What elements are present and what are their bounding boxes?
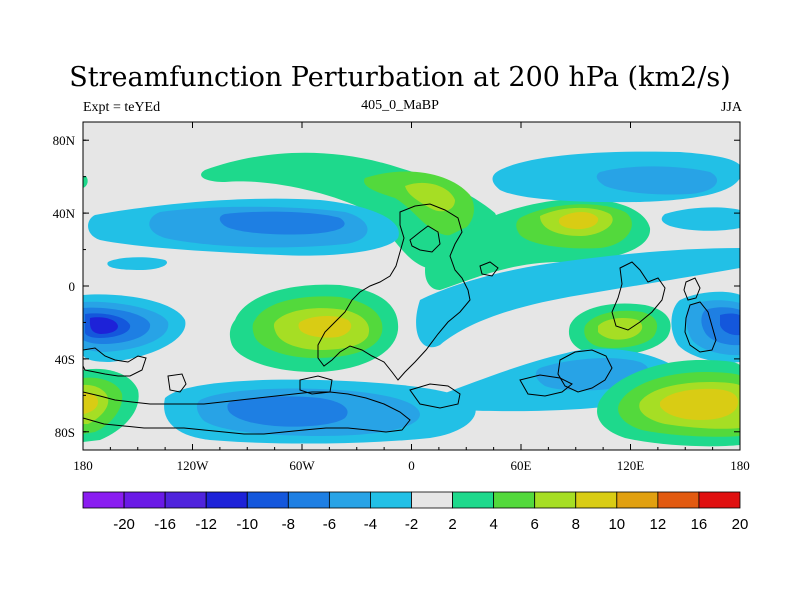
- colorbar-swatch: [123, 491, 166, 509]
- colorbar: -20 -16 -12 -10 -8 -6 -4 -2 2 4 6 8 10 12 16 20: [82, 491, 749, 533]
- colorbar-label: 8: [572, 516, 580, 533]
- colorbar-swatch: [657, 491, 700, 509]
- colorbar-swatch: [452, 491, 495, 509]
- colorbar-label: 6: [531, 516, 539, 533]
- colorbar-swatch: [698, 491, 741, 509]
- colorbar-swatch: [328, 491, 371, 509]
- colorbar-swatch: [164, 491, 207, 509]
- x-tick-label: 0: [408, 458, 415, 473]
- contour-nh-jet-wave-core: [364, 171, 474, 236]
- colorbar-label: 4: [489, 516, 497, 533]
- contour-se-pacific-low-peak: [720, 313, 740, 336]
- coastline-segment: [557, 349, 613, 393]
- colorbar-label: 10: [608, 516, 625, 533]
- colorbar-label: -8: [282, 516, 295, 533]
- contour-southern-ocean-high-peak: [660, 388, 738, 420]
- x-tick-label: 120W: [177, 458, 210, 473]
- chart-title: Streamfunction Perturbation at 200 hPa (…: [69, 62, 731, 93]
- contour-small-cyan-streak-a: [107, 257, 168, 270]
- contour-asia-high-peak: [558, 212, 599, 230]
- x-tick-label: 180: [730, 458, 750, 473]
- contour-small-green-left: [83, 176, 88, 188]
- contour-nh-jet-wave-peak: [405, 182, 455, 212]
- coastline: [83, 203, 717, 435]
- x-tick-label: 180: [73, 458, 93, 473]
- contour-fields: [83, 151, 740, 447]
- coastline-segment: [683, 277, 701, 301]
- experiment-label: Expt = teYEd: [83, 100, 161, 115]
- axes: 180 120W 60W 0 60E 120E 180 80N 40N 0 40S 80S: [53, 122, 750, 473]
- colorbar-label: 20: [732, 516, 749, 533]
- colorbar-label: 12: [650, 516, 667, 533]
- y-tick-label: 0: [69, 279, 76, 294]
- colorbar-label: 2: [448, 516, 456, 533]
- coastline-segment: [83, 391, 411, 435]
- y-tick-label: 80S: [55, 425, 75, 440]
- colorbar-label: -10: [236, 516, 258, 533]
- colorbar-label: -4: [364, 516, 377, 533]
- contour-sw-pacific-low-peak: [89, 317, 118, 334]
- coastline-segment: [519, 374, 573, 397]
- y-tick-label: 40S: [55, 352, 75, 367]
- colorbar-swatch: [411, 491, 453, 509]
- contour-n-pacific-low-core: [219, 211, 345, 235]
- y-tick-label: 80N: [53, 133, 76, 148]
- contour-n-pacific-east-low-core: [596, 166, 718, 195]
- contour-small-cyan-streak-b: [661, 207, 740, 231]
- coastline-segment: [317, 203, 471, 381]
- colorbar-swatch: [616, 491, 659, 509]
- coastline-segment: [684, 301, 717, 353]
- colorbar-swatch: [370, 491, 412, 509]
- colorbar-swatch: [205, 491, 248, 509]
- coastline-segment: [167, 373, 187, 393]
- season-label: JJA: [720, 100, 742, 115]
- contour-se-pacific-high-peak: [83, 392, 98, 414]
- coastline-segment: [299, 375, 333, 395]
- colorbar-label: -16: [154, 516, 176, 533]
- colorbar-swatch: [246, 491, 289, 509]
- coastline-segment: [479, 261, 499, 277]
- contour-e-indian-high-core: [598, 318, 643, 340]
- contour-s-atlantic-high-peak: [298, 316, 352, 338]
- colorbar-label: -2: [405, 516, 418, 533]
- colorbar-swatch: [493, 491, 536, 509]
- coastline-segment: [409, 383, 461, 409]
- colorbar-swatch: [287, 491, 330, 509]
- x-tick-label: 120E: [617, 458, 645, 473]
- x-tick-label: 60E: [511, 458, 532, 473]
- contour-tropical-cyan-band: [416, 248, 740, 348]
- colorbar-swatch: [534, 491, 577, 509]
- coastline-segment: [83, 347, 147, 377]
- colorbar-label: -6: [323, 516, 336, 533]
- y-tick-label: 40N: [53, 206, 76, 221]
- run-label: 405_0_MaBP: [361, 98, 439, 113]
- colorbar-label: -20: [113, 516, 135, 533]
- colorbar-label: -12: [195, 516, 217, 533]
- colorbar-swatch: [575, 491, 618, 509]
- x-tick-label: 60W: [289, 458, 315, 473]
- colorbar-label: 16: [691, 516, 708, 533]
- contour-southern-ocean-low-core: [227, 396, 348, 427]
- coastline-segment: [409, 225, 441, 253]
- colorbar-swatch: [82, 491, 125, 509]
- coastline-segment: [611, 261, 666, 331]
